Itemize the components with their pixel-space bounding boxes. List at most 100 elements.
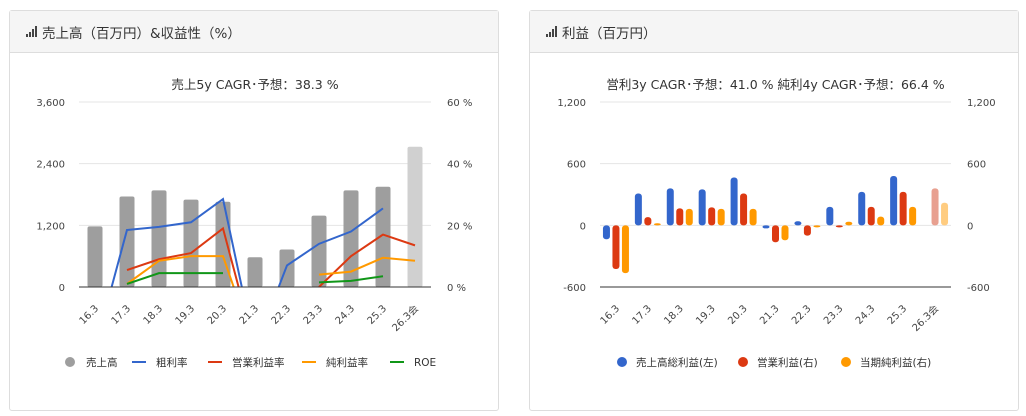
profit-bar: [794, 221, 802, 226]
y2-tick-label: -600: [967, 283, 990, 294]
profit-bar: [644, 217, 652, 226]
line-ROE: [126, 272, 384, 285]
legend-marker: [617, 357, 627, 367]
profit-bar: [813, 225, 821, 228]
panel-header: 売上高（百万円）&収益性（%）: [10, 11, 498, 53]
panel-header: 利益（百万円）: [530, 11, 1018, 53]
legend-label: 売上高: [86, 356, 118, 369]
x-tick-label: 25.3: [886, 303, 910, 327]
x-tick-label: 16.3: [78, 303, 102, 327]
panel-title: 利益（百万円）: [562, 25, 657, 42]
panel-title: 売上高（百万円）&収益性（%）: [42, 25, 241, 42]
profit-bar: [781, 225, 789, 241]
profit-bar: [653, 223, 661, 226]
profit-bar: [717, 208, 725, 226]
chart-title: 売上5y CAGR･予想：38.3 %: [171, 77, 338, 92]
sales-profitability-panel: 売上高（百万円）&収益性（%） 売上5y CAGR･予想：38.3 % 0 0 % 1…: [9, 10, 499, 411]
profit-bar: [740, 193, 748, 226]
profit-chart: 営利3y CAGR･予想：41.0 % 純利4y CAGR･予想：66.4 % -…: [557, 77, 996, 369]
line-純利益率: [126, 255, 416, 287]
y2-tick-label: 40 %: [447, 160, 472, 171]
legend-marker: [841, 357, 851, 367]
profit-bar: [708, 207, 716, 226]
sales-bar: [407, 146, 423, 287]
profit-bar: [602, 225, 610, 240]
profit-panel: 利益（百万円） 営利3y CAGR･予想：41.0 % 純利4y CAGR･予想…: [529, 10, 1019, 411]
y-tick-label: 0: [580, 221, 586, 232]
y-tick-label: 2,400: [36, 160, 65, 171]
profit-bar: [621, 225, 629, 274]
y2-tick-label: 600: [967, 160, 986, 171]
x-tick-label: 16.3: [599, 303, 623, 327]
bar-signal-icon: [26, 26, 37, 37]
y-tick-label: 3,600: [36, 98, 65, 109]
sales-bar: [87, 226, 103, 287]
profit-bar: [634, 193, 642, 226]
profit-bar: [909, 206, 917, 226]
y2-tick-label: 60 %: [447, 98, 472, 109]
sales-chart: 売上5y CAGR･予想：38.3 % 0 0 % 1,200 20 % 2,400 40 …: [36, 77, 472, 369]
x-tick-label: 21.3: [238, 303, 262, 327]
profit-bar: [931, 188, 939, 226]
legend-label: 純利益率: [326, 356, 368, 369]
x-tick-label: 21.3: [758, 303, 782, 327]
x-tick-label: 18.3: [142, 303, 166, 327]
sales-bar: [183, 199, 199, 287]
legend-label: 売上高総利益(左): [636, 356, 718, 369]
line-粗利率: [110, 197, 384, 287]
y2-tick-label: 0: [967, 221, 973, 232]
x-tick-label: 17.3: [630, 303, 654, 327]
x-tick-label: 26.3会: [909, 302, 941, 334]
x-tick-label: 24.3: [854, 303, 878, 327]
y-tick-label: 1,200: [36, 221, 65, 232]
profit-bar: [899, 191, 907, 226]
profit-bar: [698, 189, 706, 226]
x-tick-label: 18.3: [662, 303, 686, 327]
legend-label: 営業利益(右): [757, 356, 818, 369]
y2-tick-label: 1,200: [967, 98, 996, 109]
sales-bar: [119, 196, 135, 287]
profit-bar: [666, 188, 674, 226]
profit-bar: [845, 221, 853, 226]
x-tick-label: 17.3: [110, 303, 134, 327]
legend-label: 粗利率: [156, 356, 188, 369]
legend-marker: [738, 357, 748, 367]
x-tick-label: 19.3: [694, 303, 718, 327]
profit-bar: [685, 208, 693, 226]
profit-bar: [772, 225, 779, 243]
profit-bar: [676, 208, 684, 226]
x-tick-label: 23.3: [822, 303, 846, 327]
x-tick-label: 22.3: [790, 303, 814, 327]
x-tick-label: 24.3: [334, 303, 358, 327]
sales-bar: [311, 215, 327, 287]
x-tick-label: 19.3: [174, 303, 198, 327]
profit-bar: [890, 176, 898, 226]
legend-label: ROE: [414, 357, 436, 369]
bar-signal-icon: [546, 26, 557, 37]
y-tick-label: 600: [567, 160, 586, 171]
profit-bar: [749, 208, 757, 226]
profit-bar: [877, 216, 885, 226]
chart-title: 営利3y CAGR･予想：41.0 % 純利4y CAGR･予想：66.4 %: [606, 77, 944, 92]
y-tick-label: 1,200: [557, 98, 586, 109]
x-tick-label: 23.3: [302, 303, 326, 327]
profit-bar: [803, 225, 811, 236]
x-tick-label: 22.3: [270, 303, 294, 327]
line-営業利益率: [126, 226, 416, 287]
legend-label: 営業利益率: [232, 356, 285, 369]
legend-label: 当期純利益(右): [860, 356, 931, 369]
y2-tick-label: 0 %: [447, 283, 466, 294]
y-tick-label: 0: [59, 283, 65, 294]
legend-marker: [65, 357, 75, 367]
sales-bar: [343, 190, 359, 287]
profit-bar: [835, 225, 843, 228]
profit-bar: [762, 225, 770, 229]
x-tick-label: 20.3: [726, 303, 750, 327]
profit-bar: [826, 206, 834, 226]
profit-bar: [941, 202, 949, 226]
profit-bar: [867, 206, 875, 226]
x-tick-label: 25.3: [366, 303, 390, 327]
sales-bar: [247, 257, 263, 287]
y-tick-label: -600: [563, 283, 586, 294]
